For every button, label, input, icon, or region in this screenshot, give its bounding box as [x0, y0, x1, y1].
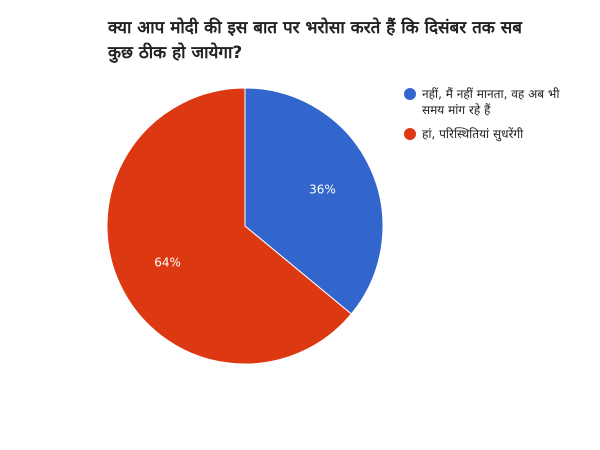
- pie-slice-no[interactable]: [244, 87, 384, 315]
- slice-label-yes: 64%: [154, 255, 181, 269]
- legend-label-yes: हां, परिस्थितियां सुधरेंगी: [422, 127, 524, 141]
- legend-item-yes[interactable]: हां, परिस्थितियां सुधरेंगी: [404, 126, 584, 142]
- legend-item-no[interactable]: नहीं, मैं नहीं मानता, वह अब भी समय मांग …: [404, 86, 584, 118]
- chart-title: क्या आप मोदी की इस बात पर भरोसा करते हैं…: [108, 18, 522, 63]
- slice-label-no: 36%: [309, 183, 336, 197]
- legend-label-no: नहीं, मैं नहीं मानता, वह अब भी समय मांग …: [422, 87, 560, 117]
- legend: नहीं, मैं नहीं मानता, वह अब भी समय मांग …: [404, 86, 584, 150]
- legend-swatch-yes: [404, 128, 416, 140]
- pie-slice-yes[interactable]: [106, 87, 353, 365]
- legend-swatch-no: [404, 88, 416, 100]
